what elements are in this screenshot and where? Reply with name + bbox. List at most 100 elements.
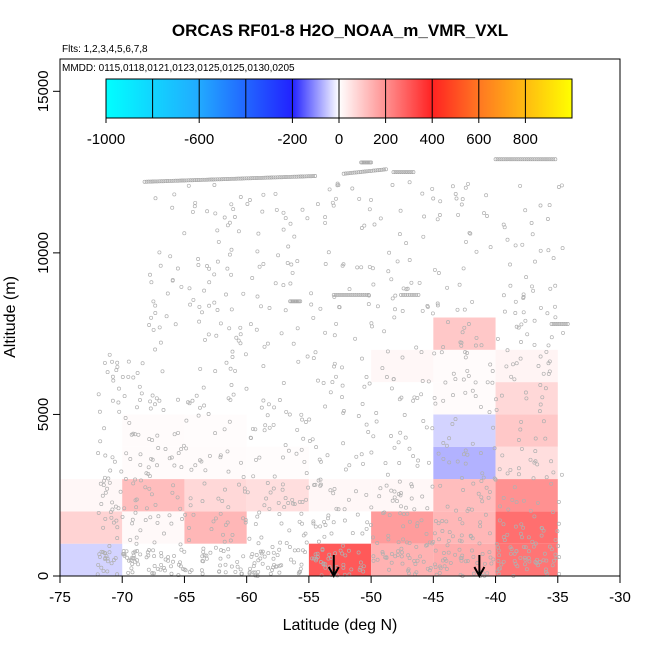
sample-point	[209, 527, 214, 532]
sample-point	[356, 414, 361, 418]
sample-point	[361, 461, 365, 466]
track-point	[281, 175, 286, 180]
track-point	[200, 177, 205, 182]
track-point	[148, 179, 153, 184]
sample-point	[521, 498, 526, 503]
x-axis: -75 -70 -65 -60 -55 -50 -45 -40 -35 -30	[49, 576, 631, 606]
sample-point	[467, 230, 472, 235]
sample-point	[270, 545, 275, 549]
track-point	[555, 322, 560, 326]
sample-point	[493, 477, 498, 482]
sample-point	[282, 505, 287, 510]
track-point	[360, 160, 365, 165]
sample-point	[304, 540, 309, 545]
track-point	[227, 176, 232, 181]
sample-point	[371, 434, 376, 439]
sample-point	[170, 205, 175, 210]
track-point	[369, 160, 374, 165]
sample-point	[359, 452, 364, 457]
track-point	[401, 170, 406, 175]
sample-point	[525, 332, 530, 337]
sample-point	[550, 563, 555, 568]
sample-point	[359, 226, 364, 230]
track-point	[275, 175, 280, 180]
heatmap-cell	[308, 479, 372, 512]
sample-point	[530, 539, 535, 544]
sample-point	[175, 495, 180, 500]
sample-point	[291, 341, 296, 346]
sample-point	[508, 283, 513, 288]
sample-point	[436, 271, 441, 275]
sample-point	[148, 406, 153, 411]
sample-point	[461, 488, 466, 492]
sample-point	[272, 405, 277, 410]
sample-point	[334, 196, 338, 201]
sample-point	[390, 296, 395, 301]
track-point	[359, 160, 364, 165]
sample-point	[460, 553, 465, 558]
track-point	[190, 178, 195, 183]
sample-point	[256, 541, 261, 546]
sample-point	[169, 455, 174, 460]
sample-point	[238, 332, 243, 337]
sample-point	[116, 506, 121, 511]
sample-point	[129, 566, 134, 571]
track-point	[565, 322, 570, 326]
sample-point	[399, 554, 404, 559]
sample-point	[157, 250, 162, 255]
sample-point	[523, 318, 528, 323]
sample-point	[323, 562, 328, 567]
sample-point	[514, 500, 519, 505]
sample-point	[508, 262, 512, 267]
track-point	[298, 299, 303, 304]
sample-point	[238, 195, 243, 199]
sample-point	[259, 304, 263, 309]
sample-point	[501, 522, 506, 527]
sample-point	[241, 291, 246, 296]
track-point	[409, 170, 414, 175]
sample-point	[322, 534, 327, 539]
sample-point	[335, 573, 340, 578]
sample-point	[385, 349, 390, 354]
sample-point	[178, 542, 183, 547]
sample-point	[164, 314, 169, 319]
sample-point	[131, 431, 136, 436]
track-point	[236, 176, 241, 181]
track-point	[407, 170, 412, 175]
sample-point	[105, 556, 110, 561]
sample-point	[272, 474, 277, 479]
sample-point	[463, 185, 468, 190]
sample-point	[496, 559, 501, 563]
sample-point	[248, 435, 253, 440]
sample-point	[167, 513, 172, 518]
sample-point	[459, 556, 464, 560]
sample-point	[138, 528, 143, 533]
sample-point	[320, 547, 325, 552]
sample-point	[488, 555, 493, 560]
track-point	[175, 178, 180, 183]
sample-point	[184, 418, 189, 423]
track-point	[188, 178, 193, 183]
track-point	[364, 292, 369, 297]
track-point	[518, 157, 523, 162]
sample-point	[172, 432, 177, 437]
track-point	[367, 160, 372, 165]
sample-point	[202, 288, 207, 293]
heatmap-cell	[371, 543, 434, 576]
sample-point	[102, 360, 107, 365]
sample-point	[473, 343, 478, 348]
sample-point	[535, 557, 540, 562]
sample-point	[441, 398, 446, 403]
sample-point	[436, 451, 441, 456]
sample-point	[148, 515, 153, 520]
sample-point	[96, 451, 101, 456]
sample-point	[203, 468, 208, 473]
heatmap-cell	[433, 543, 496, 576]
track-point	[209, 177, 214, 182]
track-point	[296, 299, 301, 304]
sample-point	[450, 422, 455, 426]
sample-point	[178, 564, 183, 569]
sample-point	[153, 402, 157, 407]
sample-point	[127, 420, 132, 425]
sample-point	[459, 558, 464, 563]
